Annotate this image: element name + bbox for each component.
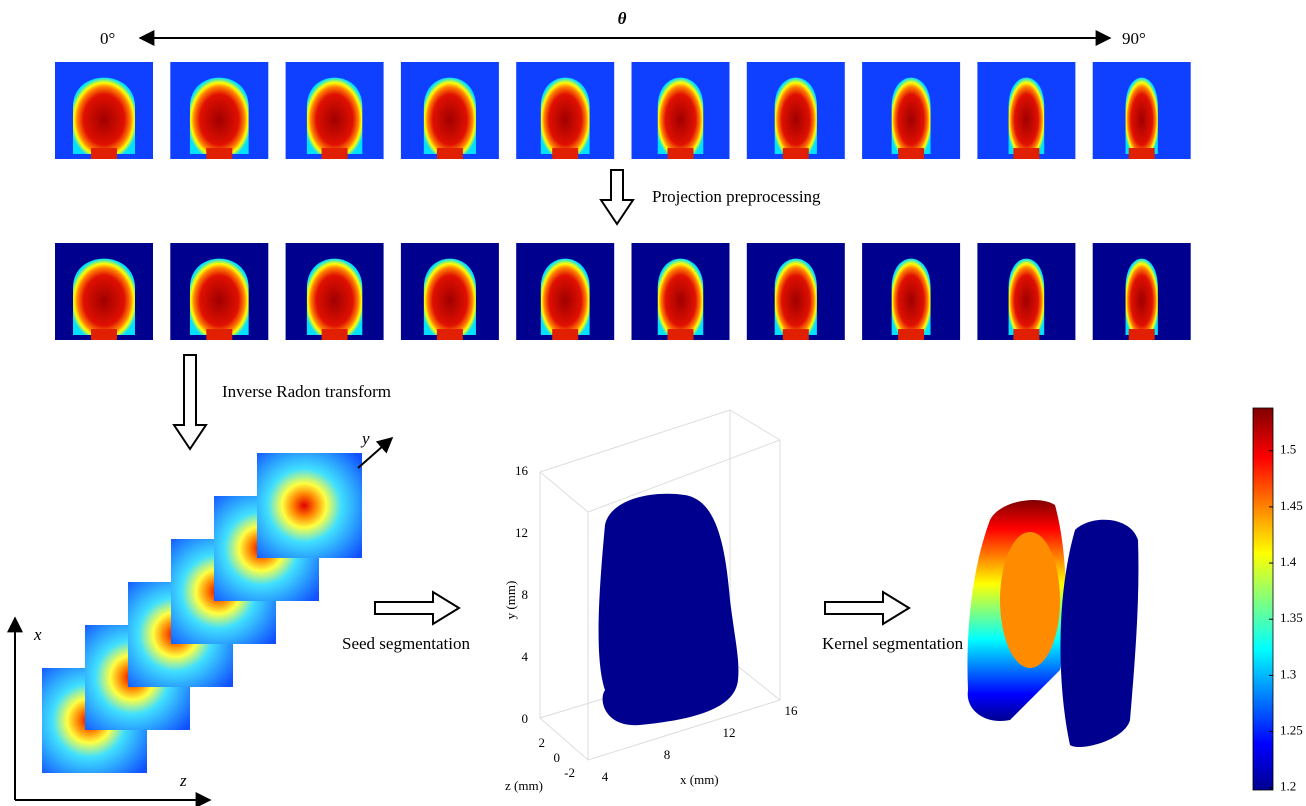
slice-image — [257, 453, 362, 558]
projection-base — [898, 329, 924, 340]
y-tick-label: 0 — [522, 711, 529, 726]
projection-shape — [892, 78, 931, 154]
projection-base — [783, 148, 809, 159]
colorbar-tick-label: 1.35 — [1280, 610, 1303, 625]
projection-shape — [1009, 259, 1045, 335]
colorbar-tick-label: 1.3 — [1280, 666, 1296, 681]
axis-label: y (mm) — [503, 581, 518, 620]
axis-label: y — [360, 429, 370, 448]
projection-base — [437, 329, 463, 340]
projection-base — [668, 329, 694, 340]
x-tick-label: 8 — [664, 747, 671, 762]
projection-shape — [307, 259, 362, 335]
x-tick-label: 16 — [785, 703, 799, 718]
projection-base — [206, 329, 232, 340]
kernel-core — [1000, 532, 1060, 668]
right-arrow — [825, 592, 909, 624]
step-label: Kernel segmentation — [822, 634, 964, 653]
projection-base — [206, 148, 232, 159]
projection-base — [783, 329, 809, 340]
projection-base — [1013, 148, 1039, 159]
down-arrow — [601, 170, 633, 224]
colorbar — [1253, 408, 1273, 790]
raw-projections — [55, 62, 1191, 159]
projection-shape — [73, 259, 135, 335]
axis-label: z (mm) — [505, 778, 543, 793]
colorbar-tick-label: 1.4 — [1280, 554, 1297, 569]
y-tick-label: 16 — [515, 463, 529, 478]
projection-base — [668, 148, 694, 159]
seed-shape — [599, 494, 739, 725]
projection-shape — [658, 259, 704, 335]
seed-half — [1060, 520, 1138, 747]
projection-shape — [1009, 78, 1045, 154]
axis-label: x — [33, 625, 42, 644]
projection-shape — [541, 259, 590, 335]
projection-shape — [1126, 78, 1158, 154]
projection-shape — [1126, 259, 1158, 335]
axis-label: x (mm) — [680, 772, 719, 787]
projection-shape — [424, 259, 476, 335]
projection-base — [552, 148, 578, 159]
projection-base — [322, 148, 348, 159]
y-tick-label: 12 — [515, 525, 528, 540]
down-arrow — [174, 355, 206, 449]
y-tick-label: 4 — [522, 649, 529, 664]
z-tick-label: 2 — [539, 735, 546, 750]
z-tick-label: 0 — [554, 750, 561, 765]
z-tick-label: -2 — [564, 765, 575, 780]
projection-base — [91, 148, 117, 159]
projection-base — [437, 148, 463, 159]
projection-base — [1129, 329, 1155, 340]
figure: θ 0° 90° Projection preprocessing Invers… — [0, 0, 1306, 806]
colorbar-tick-label: 1.2 — [1280, 779, 1296, 794]
processed-projections — [55, 243, 1191, 340]
projection-shape — [658, 78, 704, 154]
start-angle: 0° — [100, 29, 115, 48]
projection-shape — [73, 78, 135, 154]
axis-label: z — [179, 771, 187, 790]
slice-stack — [42, 453, 362, 773]
projection-shape — [892, 259, 931, 335]
colorbar-tick-label: 1.25 — [1280, 723, 1303, 738]
projection-base — [322, 329, 348, 340]
colorbar-ticks: 1.2 1.25 1.3 1.35 1.4 1.45 1.5 — [1269, 442, 1303, 794]
projection-shape — [190, 259, 249, 335]
colorbar-tick-label: 1.45 — [1280, 498, 1303, 513]
step-label: Seed segmentation — [342, 634, 470, 653]
projection-base — [1129, 148, 1155, 159]
projection-shape — [424, 78, 476, 154]
projection-base — [552, 329, 578, 340]
projection-shape — [190, 78, 249, 154]
y-tick-label: 8 — [522, 587, 529, 602]
step-label: Projection preprocessing — [652, 187, 821, 206]
projection-shape — [775, 259, 817, 335]
angle-symbol: θ — [618, 9, 627, 28]
x-tick-label: 12 — [723, 725, 736, 740]
projection-base — [1013, 329, 1039, 340]
right-arrow — [375, 592, 459, 624]
projection-shape — [541, 78, 590, 154]
step-label: Inverse Radon transform — [222, 382, 391, 401]
projection-base — [898, 148, 924, 159]
projection-base — [91, 329, 117, 340]
colorbar-tick-label: 1.5 — [1280, 442, 1296, 457]
projection-shape — [775, 78, 817, 154]
x-tick-label: 4 — [602, 769, 609, 784]
projection-shape — [307, 78, 362, 154]
end-angle: 90° — [1122, 29, 1146, 48]
